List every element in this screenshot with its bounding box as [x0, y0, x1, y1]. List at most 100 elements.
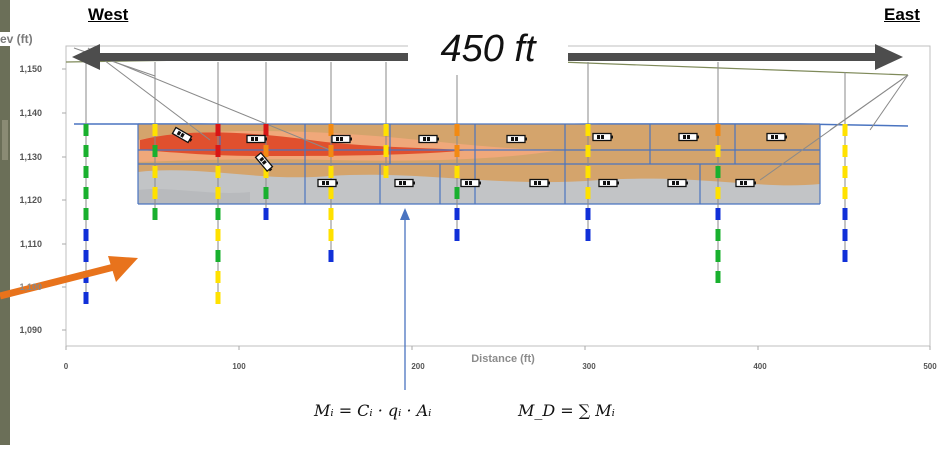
sensor-icon — [678, 132, 699, 142]
borehole-3-sample-yellow — [215, 271, 221, 283]
sensor-icon — [418, 134, 439, 144]
y-tick-label: 1,100 — [19, 282, 42, 292]
y-tick-label: 1,130 — [19, 152, 42, 162]
borehole-1-sample-green — [83, 166, 89, 178]
borehole-8-sample-yellow — [585, 124, 591, 136]
sensor-icon — [592, 132, 613, 142]
borehole-10-sample-blue — [842, 208, 848, 220]
borehole-3-sample-green — [215, 208, 221, 220]
borehole-3-sample-red — [215, 145, 221, 157]
span-arrowhead-west — [72, 44, 100, 70]
borehole-4-sample-green — [263, 187, 269, 199]
sensor-icon — [254, 151, 274, 173]
span-arrowhead-east — [875, 44, 903, 70]
borehole-9-sample-yellow — [715, 145, 721, 157]
sensor-icon — [460, 178, 481, 188]
plume-gray-low — [138, 189, 250, 204]
borehole-1-sample-green — [83, 145, 89, 157]
borehole-3-sample-green — [215, 250, 221, 262]
borehole-9-sample-green — [715, 166, 721, 178]
borehole-5-sample-blue — [328, 250, 334, 262]
x-axis-title: Distance (ft) — [448, 353, 558, 365]
borehole-4-sample-red — [263, 124, 269, 136]
borehole-2-sample-yellow — [152, 124, 158, 136]
sensor-icon — [331, 134, 352, 144]
sensor-icon — [598, 178, 619, 188]
borehole-5-sample-orange — [328, 145, 334, 157]
orange-callout-arrow — [0, 256, 138, 300]
orange-arrow-shaft — [0, 262, 119, 300]
borehole-4-sample-yellow — [263, 166, 269, 178]
borehole-2-sample-green — [152, 208, 158, 220]
transect-pointer-arrow — [400, 208, 410, 390]
borehole-8-sample-blue — [585, 229, 591, 241]
borehole-5-sample-yellow — [328, 166, 334, 178]
profile-connector-lines — [73, 47, 909, 181]
borehole-8-sample-yellow — [585, 187, 591, 199]
borehole-1-sample-green — [83, 124, 89, 136]
borehole-10-sample-yellow — [842, 187, 848, 199]
borehole-7-sample-yellow — [454, 166, 460, 178]
x-tick-label: 500 — [923, 362, 937, 371]
borehole-10-sample-blue — [842, 250, 848, 262]
borehole-7-sample-orange — [454, 145, 460, 157]
y-tick-label: 1,150 — [19, 64, 42, 74]
borehole-8-sample-yellow — [585, 145, 591, 157]
borehole-1-sample-green — [83, 208, 89, 220]
sum-equation: M_D = ∑ Mᵢ — [518, 401, 615, 420]
borehole-9-sample-orange — [715, 124, 721, 136]
borehole-5-sample-orange — [328, 124, 334, 136]
x-axis-ticks — [65, 346, 931, 350]
borehole-7-sample-blue — [454, 229, 460, 241]
borehole-1-sample-blue — [83, 250, 89, 262]
x-tick-label: 400 — [753, 362, 767, 371]
y-axis-ticks — [62, 68, 66, 331]
sensor-icon — [506, 134, 527, 144]
borehole-1-sample-blue — [83, 229, 89, 241]
borehole-1-sample-green — [83, 187, 89, 199]
borehole-2-sample-yellow — [152, 166, 158, 178]
borehole-5-sample-yellow — [328, 187, 334, 199]
west-label: West — [88, 5, 129, 24]
borehole-4-sample-blue — [263, 208, 269, 220]
borehole-9-sample-green — [715, 271, 721, 283]
borehole-9-sample-green — [715, 250, 721, 262]
y-tick-label: 1,120 — [19, 195, 42, 205]
site-photo-strip — [0, 0, 10, 445]
y-axis-title: ev (ft) — [0, 32, 35, 46]
sensor-icon — [667, 178, 688, 188]
borehole-10-sample-yellow — [842, 124, 848, 136]
borehole-5-sample-yellow — [328, 208, 334, 220]
mass-equation: Mᵢ = Cᵢ · qᵢ · Aᵢ — [314, 401, 432, 420]
borehole-10-sample-yellow — [842, 145, 848, 157]
borehole-9-sample-yellow — [715, 187, 721, 199]
y-tick-label: 1,140 — [19, 108, 42, 118]
site-photo-detail — [2, 120, 8, 160]
y-tick-label: 1,090 — [19, 325, 42, 335]
borehole-2-sample-green — [152, 145, 158, 157]
borehole-7-sample-green — [454, 187, 460, 199]
borehole-group — [83, 62, 848, 304]
borehole-10-sample-blue — [842, 229, 848, 241]
borehole-3-sample-yellow — [215, 187, 221, 199]
span-distance-label: 450 ft — [408, 23, 568, 75]
borehole-1-sample-blue — [83, 292, 89, 304]
transect-grid — [137, 123, 821, 205]
sensor-icon — [529, 178, 550, 188]
borehole-6-sample-yellow — [383, 124, 389, 136]
borehole-10-sample-yellow — [842, 166, 848, 178]
borehole-9-sample-green — [715, 229, 721, 241]
sensor-icon — [735, 178, 756, 188]
borehole-4-sample-orange — [263, 145, 269, 157]
sensor-icon — [246, 134, 267, 144]
borehole-3-sample-yellow — [215, 166, 221, 178]
orange-arrowhead — [108, 256, 138, 282]
y-tick-label: 1,110 — [19, 239, 42, 249]
sensor-group — [171, 126, 787, 188]
borehole-6-sample-yellow — [383, 145, 389, 157]
x-tick-label: 0 — [63, 362, 69, 371]
borehole-6-sample-yellow — [383, 166, 389, 178]
borehole-7-sample-blue — [454, 208, 460, 220]
east-label: East — [884, 5, 920, 24]
